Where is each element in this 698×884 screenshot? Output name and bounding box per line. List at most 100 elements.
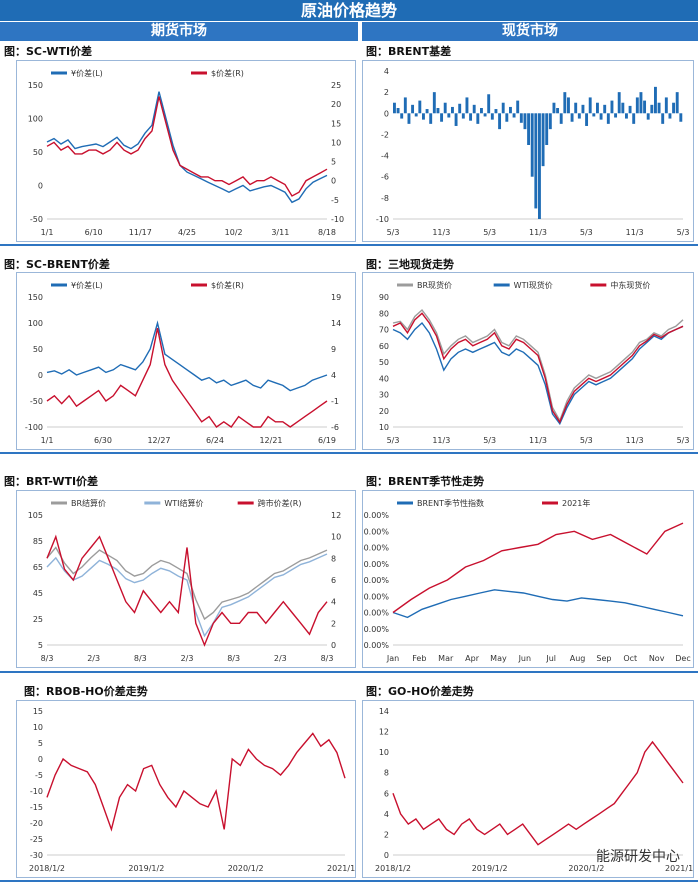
y-tick-label: 20 [379, 407, 389, 416]
chart-sc-brent: -100 -50 0 50 100 150 -6 -1 4 9 14 19 1/1 6/30 12/27 6/… [16, 272, 356, 450]
x-tick-label: Jul [545, 654, 556, 663]
bar [436, 108, 440, 114]
y2-tick-label: 15 [331, 119, 341, 128]
bar [443, 102, 447, 114]
y-tick-label: -50 [30, 215, 43, 224]
bar [632, 113, 636, 124]
bar [577, 113, 581, 119]
y2-tick-label: 20 [331, 100, 341, 109]
y-tick-label: 4 [384, 67, 389, 76]
x-tick-label: 1/1 [41, 228, 54, 237]
bar [596, 102, 599, 114]
bar [635, 97, 639, 114]
bar [552, 102, 556, 114]
chart-title-brent-basis: 图：BRENT基差 [366, 45, 452, 58]
bar [668, 113, 672, 119]
y2-tick-label: -10 [331, 215, 344, 224]
bar [403, 97, 407, 114]
legend-label: 2021年 [562, 498, 590, 508]
y2-tick-label: 6 [331, 576, 336, 585]
y-tick-label: -50 [30, 397, 43, 406]
bar [606, 113, 610, 124]
bar [545, 113, 549, 145]
y-tick-label: 150 [28, 81, 43, 90]
bar [588, 97, 592, 114]
y2-tick-label: 10 [331, 533, 341, 542]
bar [447, 113, 451, 118]
x-tick-label: 5/3 [580, 436, 593, 445]
y-tick-label: 50 [33, 345, 43, 354]
bar [567, 97, 570, 114]
series-line [46, 328, 328, 428]
futures-market-header: 期货市场 [0, 22, 358, 41]
chart-title-sc-wti: 图：SC-WTI价差 [4, 45, 93, 58]
bar [614, 113, 618, 118]
bar [559, 113, 563, 124]
x-tick-label: 5/3 [387, 436, 400, 445]
x-tick-label: 11/3 [529, 228, 547, 237]
x-tick-label: 6/24 [206, 436, 224, 445]
legend-label: WTI现货价 [514, 280, 553, 290]
series-line [392, 589, 684, 619]
bar [610, 100, 614, 114]
bar [451, 106, 454, 114]
y-tick-label: 150 [28, 293, 43, 302]
y-tick-label: 80 [379, 309, 389, 318]
y-tick-label: -15 [30, 803, 43, 812]
x-tick-label: 11/3 [529, 436, 547, 445]
x-tick-label: 12/21 [259, 436, 282, 445]
y-tick-label: 100 [28, 319, 43, 328]
y-tick-label: 0 [38, 371, 43, 380]
series-line [46, 546, 328, 621]
bar [538, 113, 541, 219]
y-tick-label: 50.00% [363, 527, 389, 536]
spot-market-header: 现货市场 [362, 22, 698, 41]
y-tick-label: 4 [384, 810, 389, 819]
y-tick-label: 100 [28, 115, 43, 124]
bar [393, 102, 396, 114]
legend-label: WTI结算价 [164, 498, 203, 508]
row-separator [0, 671, 698, 673]
y2-tick-label: 14 [331, 319, 341, 328]
y-tick-label: -8 [381, 194, 389, 203]
chart-title-three-spot: 图：三地现货走势 [366, 258, 454, 271]
y-tick-label: 0 [38, 182, 43, 191]
y-tick-label: 90 [379, 293, 389, 302]
chart-title-brent-seasonal: 图：BRENT季节性走势 [366, 475, 485, 488]
bar [603, 104, 607, 114]
legend-label: BR现货价 [417, 280, 452, 290]
y-tick-label: -20.00% [363, 641, 389, 650]
y-tick-label: 12 [379, 728, 389, 737]
bar [654, 86, 657, 114]
bar [548, 113, 552, 130]
x-tick-label: 11/3 [432, 228, 450, 237]
bar [429, 113, 433, 124]
y-tick-label: 2 [384, 830, 389, 839]
bar [643, 100, 647, 114]
y-tick-label: 10 [379, 423, 389, 432]
y-tick-label: 30 [379, 391, 389, 400]
bar [570, 113, 574, 122]
legend-label: $价差(R) [211, 68, 244, 78]
x-tick-label: 2019/1/2 [128, 864, 164, 873]
y-tick-label: 50 [33, 148, 43, 157]
y2-tick-label: 9 [331, 345, 336, 354]
bar [480, 108, 483, 114]
y-tick-label: 2 [384, 88, 389, 97]
legend-label: ¥价差(L) [71, 280, 103, 290]
page-title: 原油价格趋势 [0, 0, 698, 21]
y-tick-label: -4 [381, 152, 389, 161]
bar [672, 102, 676, 114]
x-tick-label: 2018/1/2 [375, 864, 411, 873]
chart-title-go-ho: 图：GO-HO价差走势 [366, 685, 474, 698]
series-line [46, 96, 328, 197]
y-tick-label: 50 [379, 358, 389, 367]
x-tick-label: 12/27 [147, 436, 170, 445]
bar [625, 113, 628, 119]
y2-tick-label: 4 [331, 371, 336, 380]
bar [414, 113, 418, 117]
y-tick-label: 6 [384, 789, 389, 798]
x-tick-label: 8/3 [227, 654, 240, 663]
bar [458, 103, 462, 114]
bar [541, 113, 545, 167]
